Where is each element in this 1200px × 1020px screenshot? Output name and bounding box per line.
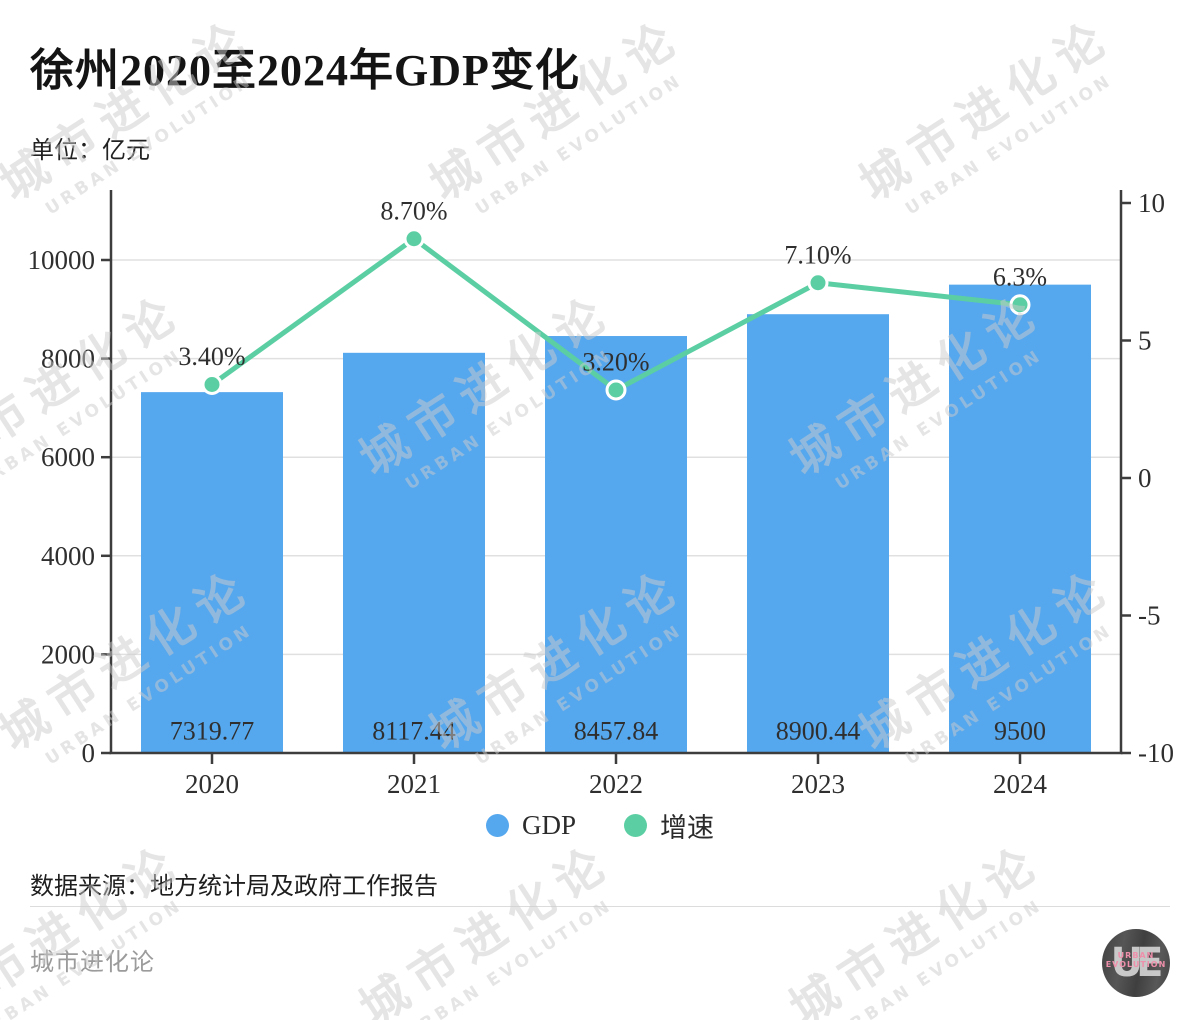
- x-axis-label-2021: 2021: [387, 769, 441, 799]
- growth-marker-2022: [605, 379, 627, 401]
- legend-item-growth: 增速: [624, 806, 714, 845]
- gdp-bar-2020: [141, 392, 283, 753]
- growth-value-2024: 6.3%: [993, 262, 1047, 291]
- right-tick-label-5: 5: [1138, 326, 1152, 356]
- growth-marker-2023: [807, 272, 829, 294]
- right-tick-label-0: 0: [1138, 463, 1152, 493]
- x-axis-label-2024: 2024: [993, 769, 1048, 799]
- ue-logo-text: URBAN EVOLUTION: [1102, 951, 1170, 969]
- growth-legend-swatch: [624, 814, 647, 837]
- left-tick-label-6000: 6000: [41, 442, 95, 472]
- chart-legend: GDP 增速: [0, 806, 1200, 845]
- gdp-bar-2023: [747, 314, 889, 753]
- x-axis-label-2022: 2022: [589, 769, 643, 799]
- right-tick-label--5: -5: [1138, 601, 1161, 631]
- brand-footer: 城市进化论: [30, 950, 155, 976]
- growth-value-2021: 8.70%: [380, 196, 447, 225]
- x-axis-label-2023: 2023: [791, 769, 845, 799]
- footer-divider: [30, 906, 1170, 907]
- growth-value-2020: 3.40%: [178, 342, 245, 371]
- right-tick-label-10: 10: [1138, 188, 1165, 218]
- growth-marker-2024: [1009, 294, 1031, 316]
- gdp-bar-value-2021: 8117.44: [372, 717, 456, 746]
- unit-label: 单位：亿元: [30, 138, 150, 164]
- gdp-bar-value-2024: 9500: [994, 717, 1046, 746]
- growth-value-2023: 7.10%: [784, 240, 851, 269]
- urban-evolution-logo: UE URBAN EVOLUTION: [1102, 929, 1170, 997]
- gdp-legend-swatch: [485, 814, 509, 837]
- ue-logo-line1: URBAN: [1117, 951, 1155, 960]
- left-tick-label-8000: 8000: [41, 344, 95, 374]
- growth-marker-2020: [201, 374, 223, 395]
- left-tick-label-0: 0: [82, 738, 96, 768]
- watermark-3-2: 城市进化论 URBAN EVOLUTION: [780, 832, 1054, 1020]
- legend-item-gdp: GDP: [485, 810, 576, 841]
- data-source-note: 数据来源：地方统计局及政府工作报告: [30, 874, 438, 900]
- left-tick-label-2000: 2000: [41, 639, 95, 669]
- gdp-bar-value-2022: 8457.84: [574, 717, 659, 746]
- growth-marker-2021: [403, 228, 425, 250]
- watermark-3-1: 城市进化论 URBAN EVOLUTION: [350, 832, 624, 1020]
- growth-value-2022: 3.20%: [582, 348, 649, 377]
- page-title: 徐州2020至2024年GDP变化: [30, 46, 580, 95]
- left-tick-label-4000: 4000: [41, 541, 95, 571]
- growth-legend-label: 增速: [660, 813, 714, 843]
- right-tick-label--10: -10: [1138, 738, 1174, 768]
- gdp-legend-label: GDP: [521, 810, 576, 840]
- ue-logo-line2: EVOLUTION: [1105, 960, 1167, 969]
- gdp-bar-2024: [949, 284, 1091, 753]
- watermark-3-0: 城市进化论 URBAN EVOLUTION: [0, 832, 194, 1020]
- gdp-bar-value-2020: 7319.77: [170, 717, 255, 746]
- gdp-bar-2022: [545, 336, 687, 753]
- gdp-bar-value-2023: 8900.44: [776, 717, 861, 746]
- left-tick-label-10000: 10000: [28, 245, 96, 275]
- gdp-bar-2021: [343, 352, 485, 753]
- x-axis-label-2020: 2020: [185, 769, 239, 799]
- ue-monogram: UE: [1110, 940, 1164, 986]
- gdp-combo-chart: 7319.77 8117.44 8457.84 8900.44 9500 0 2000 400…: [28, 188, 1175, 799]
